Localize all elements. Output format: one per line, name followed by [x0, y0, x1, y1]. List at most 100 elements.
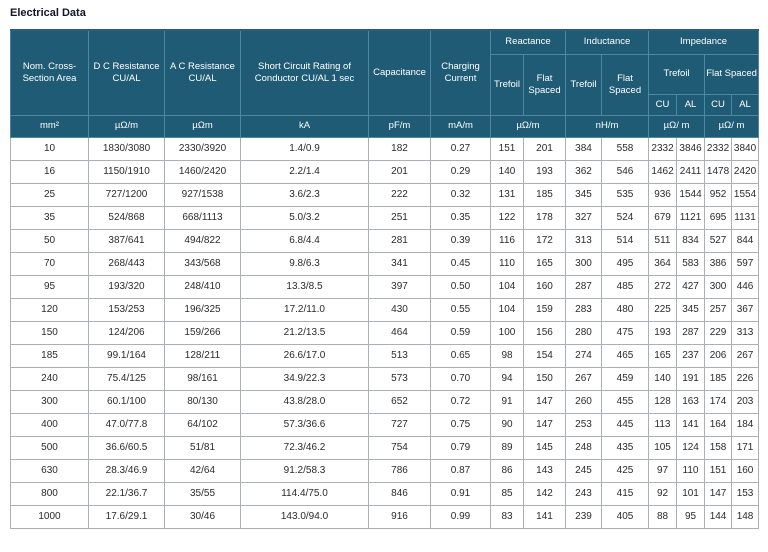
cell: 3846	[676, 136, 706, 161]
cell: 283	[565, 297, 603, 322]
cell: 430	[368, 297, 431, 322]
cell: 267	[731, 343, 760, 368]
cell: 0.72	[430, 389, 491, 414]
cell: 435	[601, 435, 650, 460]
cell: 97	[648, 458, 678, 483]
cell: 485	[601, 274, 650, 299]
header-short-circuit: Short Circuit Rating of Conductor CU/AL …	[240, 29, 369, 116]
table-row: 240 75.4/125 98/161 34.9/22.3 573 0.70 94 150 26…	[10, 366, 760, 391]
cell: 147	[522, 389, 567, 414]
cell: 558	[601, 136, 650, 161]
cell: 105	[648, 435, 678, 460]
cell: 92	[648, 481, 678, 506]
cell: 22.1/36.7	[88, 481, 165, 506]
cell: 364	[648, 251, 678, 276]
cell: 150	[522, 366, 567, 391]
cell: 936	[648, 182, 678, 207]
cell: 150	[10, 320, 89, 345]
cell: 248	[565, 435, 603, 460]
table-row: 150 124/206 159/266 21.2/13.5 464 0.59 100 156 2…	[10, 320, 760, 345]
cell: 727	[368, 412, 431, 437]
cell: 415	[601, 481, 650, 506]
cell: 143.0/94.0	[240, 504, 369, 529]
cell: 243	[565, 481, 603, 506]
cell: 226	[731, 366, 760, 391]
cell: 13.3/8.5	[240, 274, 369, 299]
cell: 191	[676, 366, 706, 391]
table-row: 70 268/443 343/568 9.8/6.3 341 0.45 110 165 300 4…	[10, 251, 760, 276]
cell: 546	[601, 159, 650, 184]
cell: 147	[704, 481, 733, 506]
cell: 60.1/100	[88, 389, 165, 414]
cell: 524/868	[88, 205, 165, 230]
cell: 164	[704, 412, 733, 437]
cell: 535	[601, 182, 650, 207]
cell: 267	[565, 366, 603, 391]
cell: 34.9/22.3	[240, 366, 369, 391]
table-row: 120 153/253 196/325 17.2/11.0 430 0.55 104 159 2…	[10, 297, 760, 322]
cell: 6.8/4.4	[240, 228, 369, 253]
cell: 36.6/60.5	[88, 435, 165, 460]
cell: 101	[676, 481, 706, 506]
cell: 465	[601, 343, 650, 368]
cell: 91.2/58.3	[240, 458, 369, 483]
cell: 83	[490, 504, 524, 529]
table-row: 400 47.0/77.8 64/102 57.3/36.6 727 0.75 90 147 2…	[10, 412, 760, 437]
cell: 239	[565, 504, 603, 529]
cell: 185	[704, 366, 733, 391]
cell: 35/55	[164, 481, 241, 506]
cell: 100	[490, 320, 524, 345]
cell: 99.1/164	[88, 343, 165, 368]
cell: 513	[368, 343, 431, 368]
cell: 387/641	[88, 228, 165, 253]
cell: 495	[601, 251, 650, 276]
cell: 94	[490, 366, 524, 391]
cell: 341	[368, 251, 431, 276]
cell: 142	[522, 481, 567, 506]
cell: 251	[368, 205, 431, 230]
cell: 184	[731, 412, 760, 437]
cell: 110	[490, 251, 524, 276]
cell: 120	[10, 297, 89, 322]
cell: 727/1200	[88, 182, 165, 207]
header-inductance: Inductance	[565, 29, 650, 55]
page-title: Electrical Data	[10, 7, 86, 19]
cell: 1478	[704, 159, 733, 184]
cell: 786	[368, 458, 431, 483]
cell: 3840	[731, 136, 760, 161]
cell: 287	[676, 320, 706, 345]
header-ac-resistance: A C Resistance CU/AL	[164, 29, 241, 116]
cell: 64/102	[164, 412, 241, 437]
cell: 153/253	[88, 297, 165, 322]
cell: 114.4/75.0	[240, 481, 369, 506]
cell: 104	[490, 297, 524, 322]
table-row: 95 193/320 248/410 13.3/8.5 397 0.50 104 160 287…	[10, 274, 760, 299]
cell: 237	[676, 343, 706, 368]
cell: 300	[10, 389, 89, 414]
cell: 201	[368, 159, 431, 184]
table-header: Nom. Cross-Section Area D C Resistance C…	[10, 29, 760, 138]
cell: 2332	[648, 136, 678, 161]
cell: 154	[522, 343, 567, 368]
cell: 260	[565, 389, 603, 414]
page: Electrical Data Nom. Cross-Section Area …	[10, 7, 760, 529]
cell: 524	[601, 205, 650, 230]
cell: 47.0/77.8	[88, 412, 165, 437]
cell: 494/822	[164, 228, 241, 253]
cell: 0.29	[430, 159, 491, 184]
cell: 159/266	[164, 320, 241, 345]
cell: 0.70	[430, 366, 491, 391]
cell: 172	[522, 228, 567, 253]
unit-impedance-trefoil: µΩ/ m	[648, 114, 706, 138]
cell: 345	[565, 182, 603, 207]
cell: 174	[704, 389, 733, 414]
cell: 668/1113	[164, 205, 241, 230]
cell: 1460/2420	[164, 159, 241, 184]
cell: 75.4/125	[88, 366, 165, 391]
cell: 185	[522, 182, 567, 207]
cell: 514	[601, 228, 650, 253]
cell: 0.79	[430, 435, 491, 460]
cell: 124	[676, 435, 706, 460]
table-row: 50 387/641 494/822 6.8/4.4 281 0.39 116 172 313 5…	[10, 228, 760, 253]
cell: 141	[676, 412, 706, 437]
